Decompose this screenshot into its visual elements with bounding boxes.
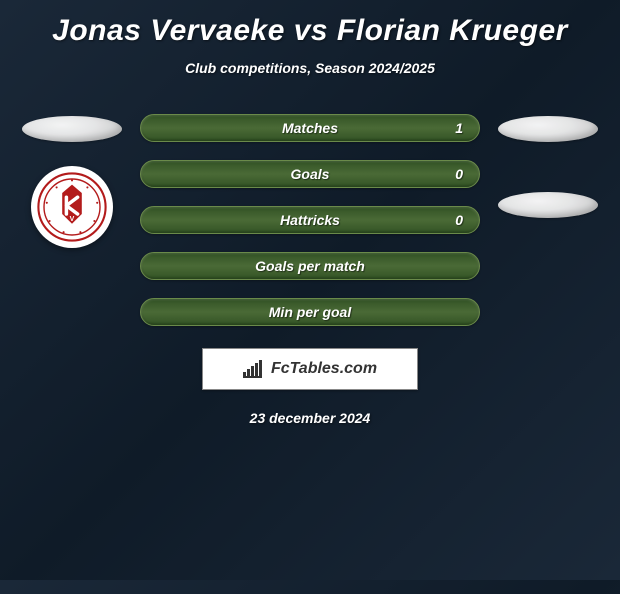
comparison-content: V Matches 1 Goals 0 — [0, 114, 620, 326]
stat-bar-goals: Goals 0 — [140, 160, 480, 188]
stat-bar-min-per-goal: Min per goal — [140, 298, 480, 326]
stat-value-right: 0 — [455, 212, 463, 228]
stat-bar-matches: Matches 1 — [140, 114, 480, 142]
left-club-badge: V — [31, 166, 113, 248]
page-title: Jonas Vervaeke vs Florian Krueger — [0, 14, 620, 48]
stat-bar-goals-per-match: Goals per match — [140, 252, 480, 280]
brand-text: FcTables.com — [271, 360, 377, 378]
stat-value-right: 1 — [455, 120, 463, 136]
svg-text:V: V — [70, 216, 75, 223]
kortrijk-badge-icon: V — [37, 172, 107, 242]
stat-label: Goals — [291, 166, 330, 182]
stat-label: Goals per match — [255, 258, 365, 274]
left-player-placeholder — [22, 116, 122, 142]
right-club-placeholder — [498, 192, 598, 218]
stat-label: Matches — [282, 120, 338, 136]
stat-bar-hattricks: Hattricks 0 — [140, 206, 480, 234]
stat-value-right: 0 — [455, 166, 463, 182]
stat-label: Min per goal — [269, 304, 351, 320]
left-player-column: V — [22, 116, 122, 248]
brand-box: FcTables.com — [202, 348, 418, 390]
right-player-column — [498, 116, 598, 218]
page-subtitle: Club competitions, Season 2024/2025 — [0, 60, 620, 76]
stat-bars: Matches 1 Goals 0 Hattricks 0 Goals per … — [140, 114, 480, 326]
stat-label: Hattricks — [280, 212, 340, 228]
right-player-placeholder — [498, 116, 598, 142]
bar-chart-icon — [243, 360, 265, 378]
date-stamp: 23 december 2024 — [0, 410, 620, 426]
